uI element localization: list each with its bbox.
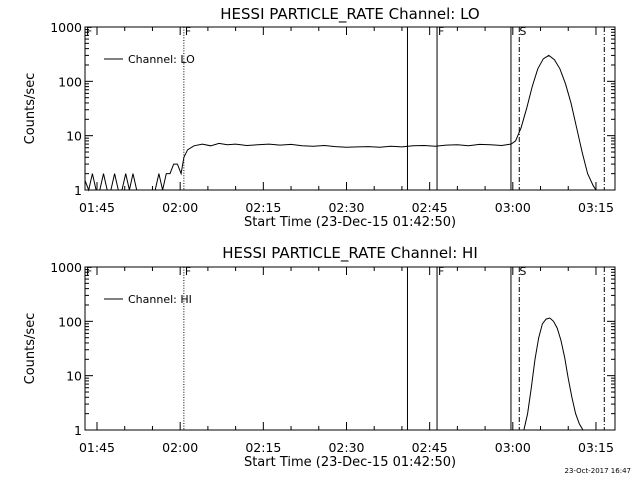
y-tick-label: 1: [74, 423, 82, 438]
y-tick-label: 100: [58, 74, 82, 89]
x-axis-label: Start Time (23-Dec-15 01:42:50): [244, 215, 456, 230]
x-tick-label: 03:15: [578, 200, 614, 215]
series-line-1: [523, 317, 584, 431]
x-tick-label: 03:15: [578, 440, 614, 455]
x-tick-label: 02:15: [245, 200, 281, 215]
x-tick-label: 02:45: [412, 440, 448, 455]
x-tick-label: 02:30: [328, 200, 364, 215]
flag-marker: S: [519, 265, 526, 278]
chart-title: HESSI PARTICLE_RATE Channel: HI: [222, 244, 478, 263]
flag-marker: F: [185, 265, 191, 278]
legend-label: Channel: HI: [128, 293, 192, 306]
flag-marker: S: [519, 25, 526, 38]
flag-marker: F: [438, 265, 444, 278]
x-tick-label: 02:15: [245, 440, 281, 455]
y-tick-label: 1: [74, 183, 82, 198]
x-axis-label: Start Time (23-Dec-15 01:42:50): [244, 455, 456, 470]
y-axis-label: Counts/sec: [23, 73, 38, 145]
flag-marker: F: [185, 25, 191, 38]
flag-marker: F: [438, 25, 444, 38]
x-tick-label: 01:45: [79, 440, 115, 455]
flag-marker: F: [86, 25, 92, 38]
x-tick-label: 03:00: [495, 200, 531, 215]
x-tick-label: 01:45: [79, 200, 115, 215]
chart-title: HESSI PARTICLE_RATE Channel: LO: [220, 5, 479, 24]
x-tick-label: 02:00: [162, 200, 198, 215]
plot-frame: [84, 266, 616, 431]
y-axis-label: Counts/sec: [23, 313, 38, 385]
flag-marker: F: [86, 265, 92, 278]
x-tick-label: 02:00: [162, 440, 198, 455]
plot-frame: [84, 26, 616, 191]
chart-panel-1: HESSI PARTICLE_RATE Channel: LO 1 10 100 100…: [23, 5, 616, 230]
x-tick-label: 02:45: [412, 200, 448, 215]
y-tick-label: 1000: [50, 20, 82, 35]
y-tick-label: 10: [66, 369, 82, 384]
y-tick-label: 100: [58, 314, 82, 329]
series-line-1: [84, 54, 597, 192]
y-tick-label: 10: [66, 129, 82, 144]
legend-label: Channel: LO: [128, 53, 195, 66]
chart-panel-2: HESSI PARTICLE_RATE Channel: HI 1 10 100 100…: [23, 244, 616, 470]
y-tick-label: 1000: [50, 260, 82, 275]
plot-timestamp: 23-Oct-2017 16:47: [564, 467, 631, 475]
x-tick-label: 03:00: [495, 440, 531, 455]
x-tick-label: 02:30: [328, 440, 364, 455]
